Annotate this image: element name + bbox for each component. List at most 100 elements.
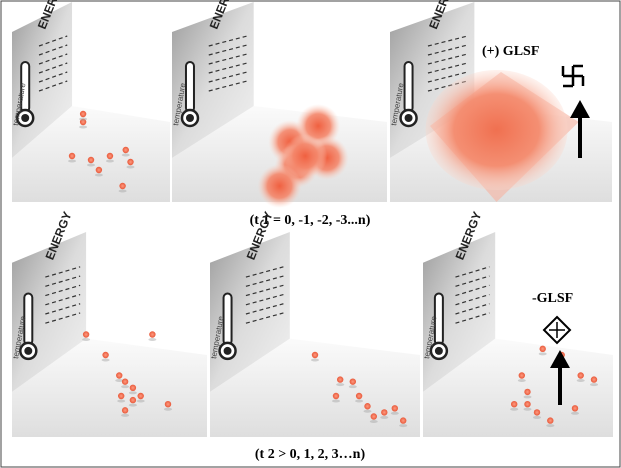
particle — [118, 393, 124, 399]
particle — [127, 159, 133, 165]
particle-shadow — [82, 338, 90, 341]
particle-shadow — [311, 359, 319, 362]
particle — [524, 401, 530, 407]
particle — [371, 413, 377, 419]
particle-shadow — [399, 424, 407, 427]
particle — [364, 403, 370, 409]
particle — [80, 111, 86, 117]
panel: ENERGYtemperature — [209, 210, 420, 437]
thermometer-core — [224, 347, 232, 355]
particle — [130, 397, 136, 403]
particle — [540, 346, 546, 352]
particle-shadow — [87, 164, 95, 167]
particle — [337, 376, 343, 382]
particle-shadow — [121, 414, 129, 417]
particle — [350, 378, 356, 384]
swastika-icon — [563, 66, 583, 86]
particle — [356, 393, 362, 399]
particle — [130, 385, 136, 391]
particle-shadow — [79, 118, 87, 121]
particle-shadow — [148, 338, 156, 341]
particle — [519, 372, 525, 378]
energy-cluster — [283, 134, 327, 178]
particle — [511, 401, 517, 407]
particle-shadow — [364, 410, 372, 413]
particle — [165, 401, 171, 407]
particle — [524, 389, 530, 395]
particle-shadow — [106, 160, 114, 163]
thermometer-tube — [186, 62, 194, 112]
particle-shadow — [129, 404, 137, 407]
particle-shadow — [336, 383, 344, 386]
particle-shadow — [117, 400, 125, 403]
particle-shadow — [137, 400, 145, 403]
particle-shadow — [510, 408, 518, 411]
particle-shadow — [79, 126, 87, 129]
energy-core — [426, 70, 568, 190]
particle — [149, 331, 155, 337]
particle-shadow — [119, 190, 127, 193]
particle-shadow — [127, 166, 135, 169]
particle — [122, 407, 128, 413]
particle-shadow — [546, 424, 554, 427]
particle — [116, 372, 122, 378]
bottom-caption: (t 2 > 0, 1, 2, 3…n) — [255, 447, 366, 462]
particle-shadow — [391, 412, 399, 415]
particle — [119, 183, 125, 189]
particle-shadow — [524, 395, 532, 398]
thermometer-core — [405, 114, 413, 122]
particle-shadow — [533, 416, 541, 419]
particle-shadow — [102, 359, 110, 362]
particle-shadow — [332, 400, 340, 403]
thermometer-tube — [405, 62, 413, 112]
thermometer-core — [186, 114, 194, 122]
particle-shadow — [129, 391, 137, 394]
thermometer-core — [435, 347, 443, 355]
particle-shadow — [370, 420, 378, 423]
particle — [102, 352, 108, 358]
particle — [123, 147, 129, 153]
particle-shadow — [355, 400, 363, 403]
particle — [534, 409, 540, 415]
particle-shadow — [524, 408, 532, 411]
particle — [392, 405, 398, 411]
particle — [122, 378, 128, 384]
particle-shadow — [518, 379, 526, 382]
compass-icon — [544, 317, 570, 343]
particle-shadow — [122, 154, 130, 157]
particle-shadow — [68, 160, 76, 163]
particle — [96, 167, 102, 173]
particle — [107, 153, 113, 159]
particle — [578, 372, 584, 378]
particle-shadow — [95, 174, 103, 177]
particle — [88, 157, 94, 163]
panel: ENERGYtemperature — [422, 210, 613, 437]
plus-glsf-label: (+) GLSF — [482, 44, 539, 59]
arrow-head — [570, 100, 590, 118]
minus-glsf-label: -GLSF — [532, 291, 573, 306]
particle — [83, 331, 89, 337]
thermometer-core — [24, 347, 32, 355]
particle-shadow — [539, 352, 547, 355]
particle-shadow — [380, 416, 388, 419]
particle-shadow — [164, 408, 172, 411]
particle — [400, 417, 406, 423]
particle — [572, 405, 578, 411]
particle-shadow — [121, 385, 129, 388]
particle — [69, 153, 75, 159]
icon-path — [563, 66, 583, 86]
particle — [312, 352, 318, 358]
figure: (t 1 = 0, -1, -2, -3...n) (t 2 > 0, 1, 2… — [0, 0, 621, 468]
thermometer-core — [21, 114, 29, 122]
particle — [138, 393, 144, 399]
particle — [381, 409, 387, 415]
particle-shadow — [590, 383, 598, 386]
particle-shadow — [349, 385, 357, 388]
particle-shadow — [571, 412, 579, 415]
particle — [591, 376, 597, 382]
particle-shadow — [577, 379, 585, 382]
